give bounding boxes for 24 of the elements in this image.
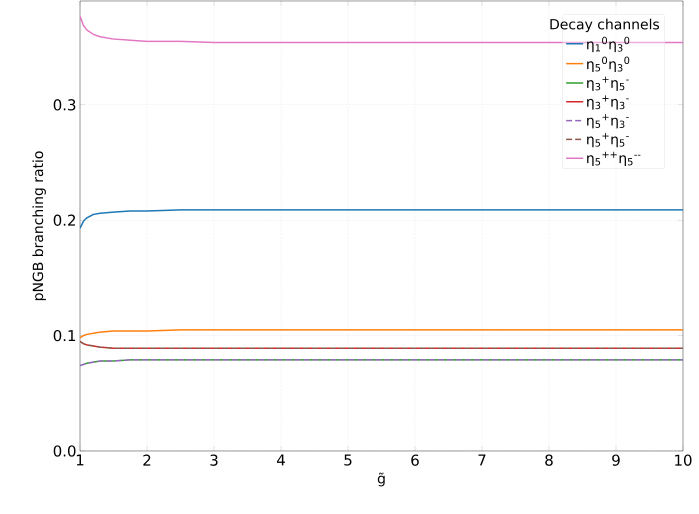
- x-tick-label: 6: [411, 454, 419, 466]
- x-tick-label: 1: [76, 454, 84, 466]
- legend-label: η$_{1}$$^{0}$η$_{3}$0: [587, 36, 630, 52]
- legend-label: η$_{5}$$^{+}$η$_{3}$-: [587, 114, 629, 128]
- y-tick-label: 0.0: [54, 445, 76, 457]
- legend-title: Decay channels: [550, 18, 660, 32]
- x-tick-label: 3: [210, 454, 218, 466]
- x-tick-label: 5: [344, 454, 352, 466]
- legend-label: η$_{5}$$^{+}$η$_{5}$-: [587, 132, 629, 148]
- legend-label: η$_{5}$$^{0}$η$_{3}$0: [587, 56, 630, 72]
- y-tick-label: 0.3: [54, 99, 76, 110]
- x-tick-label: 8: [545, 454, 553, 466]
- x-tick-label: 4: [276, 454, 285, 466]
- legend-label: η$_{3}$$^{+}$η$_{5}$-: [587, 76, 629, 91]
- x-tick-label: 9: [612, 454, 620, 466]
- y-tick-label: 0.2: [54, 214, 75, 226]
- y-axis-title: pNGB branching ratio: [32, 151, 46, 300]
- legend-label: η$_{5}$$^{++}$η$_{5}$--: [587, 152, 640, 166]
- x-tick-label: 7: [478, 454, 486, 466]
- y-tick-label: 0.1: [54, 330, 76, 342]
- x-tick-label: 10: [675, 454, 692, 466]
- x-tick-label: 2: [143, 454, 150, 466]
- x-axis-title: g̃: [378, 472, 385, 486]
- legend-label: η$_{3}$$^{+}$η$_{3}$-: [587, 95, 629, 110]
